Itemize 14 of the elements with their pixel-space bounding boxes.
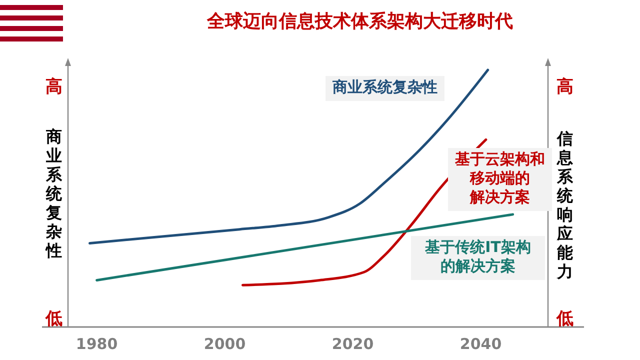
text: 低 <box>556 309 574 329</box>
chart-title: 全球迈向信息技术体系架构大迁移时代 <box>206 11 513 32</box>
text: 低 <box>44 309 62 329</box>
x-tick-label: 2040 <box>460 335 502 353</box>
x-tick-label: 2020 <box>332 335 374 353</box>
series-label: 基于传统IT架构的解决方案 <box>424 238 531 275</box>
x-tick-label: 1980 <box>76 335 118 353</box>
series-label: 基于云架构和移动端的解决方案 <box>454 150 545 206</box>
x-tick-label: 2000 <box>204 335 246 353</box>
text: 高 <box>556 77 574 97</box>
y-axis-title: 商业系统复杂性 <box>45 127 63 260</box>
series-label: 商业系统复杂性 <box>332 78 438 96</box>
y2-axis-title: 信息系统响应能力 <box>556 129 574 281</box>
text: 高 <box>46 77 62 97</box>
